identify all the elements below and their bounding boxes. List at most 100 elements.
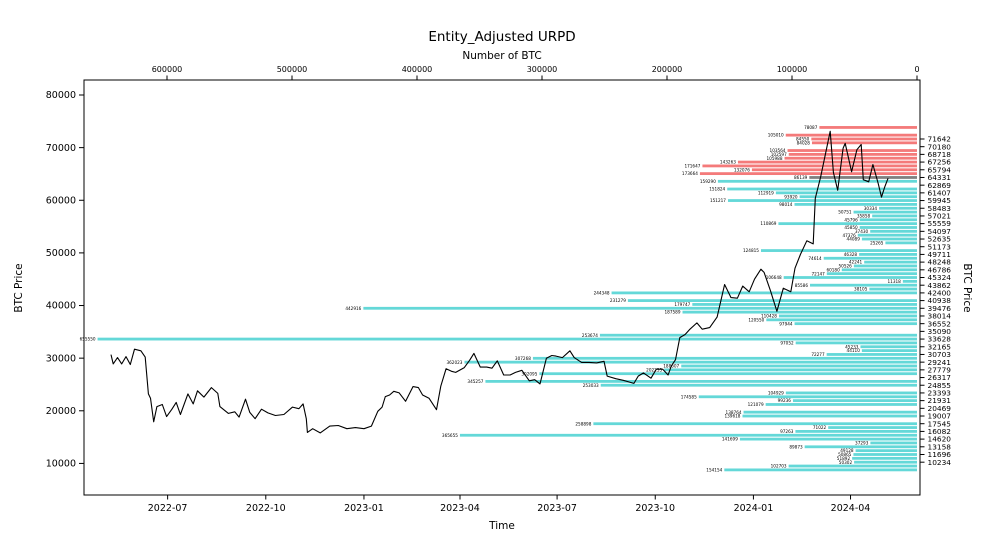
urpd-bar <box>859 253 917 256</box>
right-tick-label: 36552 <box>928 319 952 328</box>
bars-layer <box>97 126 918 472</box>
urpd-bar <box>795 430 917 433</box>
bar-value-label: 25265 <box>870 240 884 245</box>
bar-value-label: 105010 <box>768 133 784 138</box>
bar-value-label: 110428 <box>761 314 777 319</box>
left-tick-label: 50000 <box>46 248 76 259</box>
bar-value-label: 202255 <box>646 367 662 372</box>
urpd-bar <box>869 287 917 291</box>
urpd-bar <box>485 379 917 383</box>
urpd-bar <box>885 241 917 245</box>
bar-value-label: 103564 <box>770 148 786 153</box>
right-tick-label: 65794 <box>928 165 952 174</box>
bar-value-label: 89873 <box>789 444 803 449</box>
plot-frame <box>83 79 921 496</box>
bar-value-label: 47376 <box>842 233 856 238</box>
right-tick-label: 17545 <box>928 419 952 428</box>
bar-value-label: 99236 <box>778 398 792 403</box>
urpd-bar <box>737 160 917 164</box>
urpd-bar <box>788 464 917 468</box>
right-tick-label: 64331 <box>928 173 952 182</box>
urpd-bar <box>739 437 917 441</box>
bar-value-label: 104929 <box>768 391 784 396</box>
urpd-bar <box>861 349 917 353</box>
axes-layer: 600000 500000 400000 300000 200000 100000 0 202… <box>46 65 952 514</box>
bar-value-label: 97263 <box>780 429 794 434</box>
urpd-bar <box>765 403 917 406</box>
urpd-bar <box>811 141 917 145</box>
urpd-bar <box>785 133 917 137</box>
right-tick-label: 48248 <box>928 258 952 267</box>
urpd-bar <box>826 272 917 276</box>
right-tick-label: 55559 <box>928 219 952 228</box>
bar-value-label: 98014 <box>779 202 793 207</box>
right-tick-label: 39476 <box>928 304 952 313</box>
urpd-bar <box>627 299 917 302</box>
bar-value-label: 50865 <box>838 452 852 457</box>
bar-value-label: 442916 <box>345 306 361 311</box>
bar-value-label: 143263 <box>720 160 736 165</box>
urpd-bar <box>778 314 917 318</box>
urpd-bar <box>681 364 917 368</box>
right-tick-label: 57021 <box>928 212 952 221</box>
bottom-tick-label: 2023-01 <box>344 503 384 514</box>
bar-value-label: 112919 <box>758 190 774 195</box>
urpd-bar <box>864 260 917 264</box>
right-tick-label: 58483 <box>928 204 952 213</box>
urpd-bar <box>743 410 917 414</box>
bottom-tick-label: 2022-07 <box>148 503 188 514</box>
bar-value-label: 179747 <box>674 302 690 307</box>
bar-value-label: 97052 <box>780 341 794 346</box>
urpd-bar <box>853 210 917 214</box>
bar-value-label: 30334 <box>864 206 878 211</box>
urpd-bar <box>819 126 917 129</box>
right-tick-label: 19007 <box>928 412 952 421</box>
bar-value-label: 45850 <box>844 225 858 230</box>
right-tick-label: 68718 <box>928 150 952 159</box>
urpd-bar <box>855 449 917 453</box>
right-tick-label: 21931 <box>928 396 952 405</box>
bar-value-label: 187589 <box>665 310 681 315</box>
bar-value-label: 138764 <box>726 410 742 415</box>
bar-value-label: 105988 <box>767 156 783 161</box>
urpd-bar <box>860 345 917 349</box>
urpd-bar <box>599 333 917 337</box>
right-tick-label: 61407 <box>928 188 952 197</box>
bar-value-label: 365655 <box>442 433 458 438</box>
urpd-bar <box>826 353 917 356</box>
urpd-bar <box>853 453 917 456</box>
bar-value-label: 44110 <box>847 348 861 353</box>
bottom-axis-label: Time <box>488 520 515 532</box>
bottom-tick-label: 2024-04 <box>831 503 871 514</box>
urpd-bar <box>857 233 917 237</box>
urpd-bar <box>853 264 917 268</box>
urpd-bar <box>794 203 917 206</box>
urpd-bar <box>828 426 917 429</box>
bar-value-label: 154154 <box>706 467 722 472</box>
right-tick-label: 26317 <box>928 373 952 382</box>
urpd-bar <box>724 468 917 472</box>
urpd-bar <box>717 179 917 183</box>
bar-value-label: 102703 <box>771 464 787 469</box>
urpd-bar <box>854 460 917 464</box>
bottom-tick-label: 2023-04 <box>440 503 480 514</box>
bar-value-label: 173664 <box>682 171 698 176</box>
urpd-bar <box>593 422 917 426</box>
urpd-bar <box>852 456 917 460</box>
bar-value-label: 159290 <box>700 179 716 184</box>
right-tick-label: 71642 <box>928 135 952 144</box>
right-tick-label: 16082 <box>928 427 952 436</box>
right-tick-label: 43862 <box>928 281 952 290</box>
urpd-bar <box>775 191 917 195</box>
bar-value-label: 49128 <box>840 448 854 453</box>
bar-value-label: 253033 <box>583 383 599 388</box>
bar-value-label: 124815 <box>743 248 759 253</box>
btc-price-line <box>110 130 889 434</box>
left-tick-label: 10000 <box>46 459 76 470</box>
right-tick-label: 11696 <box>928 450 952 459</box>
urpd-bar <box>727 199 917 202</box>
right-tick-label: 62869 <box>928 181 952 190</box>
bar-value-label: 93920 <box>784 194 798 199</box>
